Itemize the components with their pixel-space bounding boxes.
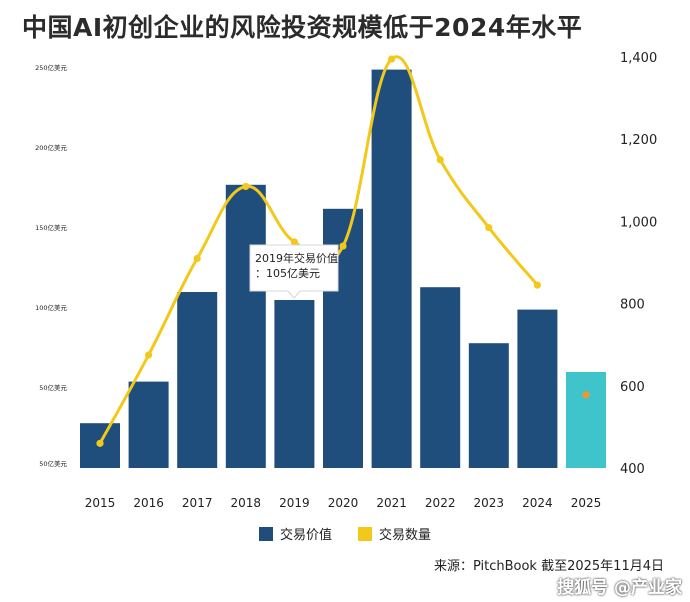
watermark: 搜狐号 @产业家 [557,578,682,598]
right-tick-label-400: 400 [620,462,645,477]
legend-item-count[interactable]: 交易数量 [358,524,431,543]
x-tick-label-2021: 2021 [376,496,407,510]
chart-title: 中国AI初创企业的风险投资规模低于2024年水平 [22,13,583,42]
count-point-2021 [388,55,396,63]
tooltip-line-2: ：105亿美元 [255,267,320,280]
bar-2019 [274,300,315,468]
source-note: 来源：PitchBook 截至2025年11月4日 [433,559,664,574]
right-tick-label-1200: 1,200 [620,133,657,148]
legend: 交易价值 交易数量 [0,524,690,543]
left-tick-label-100: 100亿美元 [35,303,67,312]
count-point-2018 [242,182,250,191]
legend-item-value[interactable]: 交易价值 [258,524,332,543]
right-tick-label-800: 800 [620,298,645,313]
bar-2024 [517,309,558,468]
bar-2025 [566,372,606,468]
x-tick-label-2019: 2019 [279,496,310,510]
legend-swatch-count [358,526,372,541]
count-point-2017 [193,254,201,262]
bar-2016 [128,381,169,468]
x-tick-label-2017: 2017 [182,496,213,510]
count-point-2024 [533,281,542,289]
x-tick-label-2022: 2022 [425,496,456,510]
bar-2023 [468,343,509,468]
left-tick-label-150: 150亿美元 [35,223,67,232]
x-tick-label-2025: 2025 [571,496,602,510]
count-point-2022 [436,156,444,164]
legend-label-value: 交易价值 [279,528,332,543]
tooltip-line-1: 2019年交易价值 [255,251,338,265]
bar-2018 [225,184,266,469]
count-point-2016 [145,351,153,359]
x-tick-label-2015: 2015 [85,496,116,510]
left-tick-label-250: 250亿美元 [35,63,67,72]
x-tick-label-2020: 2020 [328,496,359,510]
right-tick-label-1400: 1,400 [620,51,657,66]
bar-2021 [371,69,412,468]
x-tick-label-2016: 2016 [133,496,164,510]
count-point-2023 [485,223,493,232]
count-point-2025 [582,391,590,399]
x-tick-label-2024: 2024 [522,496,553,510]
count-point-2019 [290,238,298,246]
count-point-2020 [339,242,347,250]
left-tick-label-bottom: 50亿美元 [39,459,67,468]
right-tick-label-1000: 1,000 [620,215,657,230]
count-point-2015 [96,439,104,447]
legend-swatch-value [258,526,273,541]
tooltip-box [249,244,339,299]
legend-label-count: 交易数量 [379,528,432,543]
x-tick-label-2023: 2023 [474,496,505,510]
x-tick-label-2018: 2018 [231,496,262,510]
left-tick-label-200: 200亿美元 [35,143,67,152]
bar-2022 [420,287,461,468]
bar-2017 [177,292,218,468]
left-tick-label-50: 50亿美元 [39,383,67,392]
right-tick-label-600: 600 [620,380,645,395]
